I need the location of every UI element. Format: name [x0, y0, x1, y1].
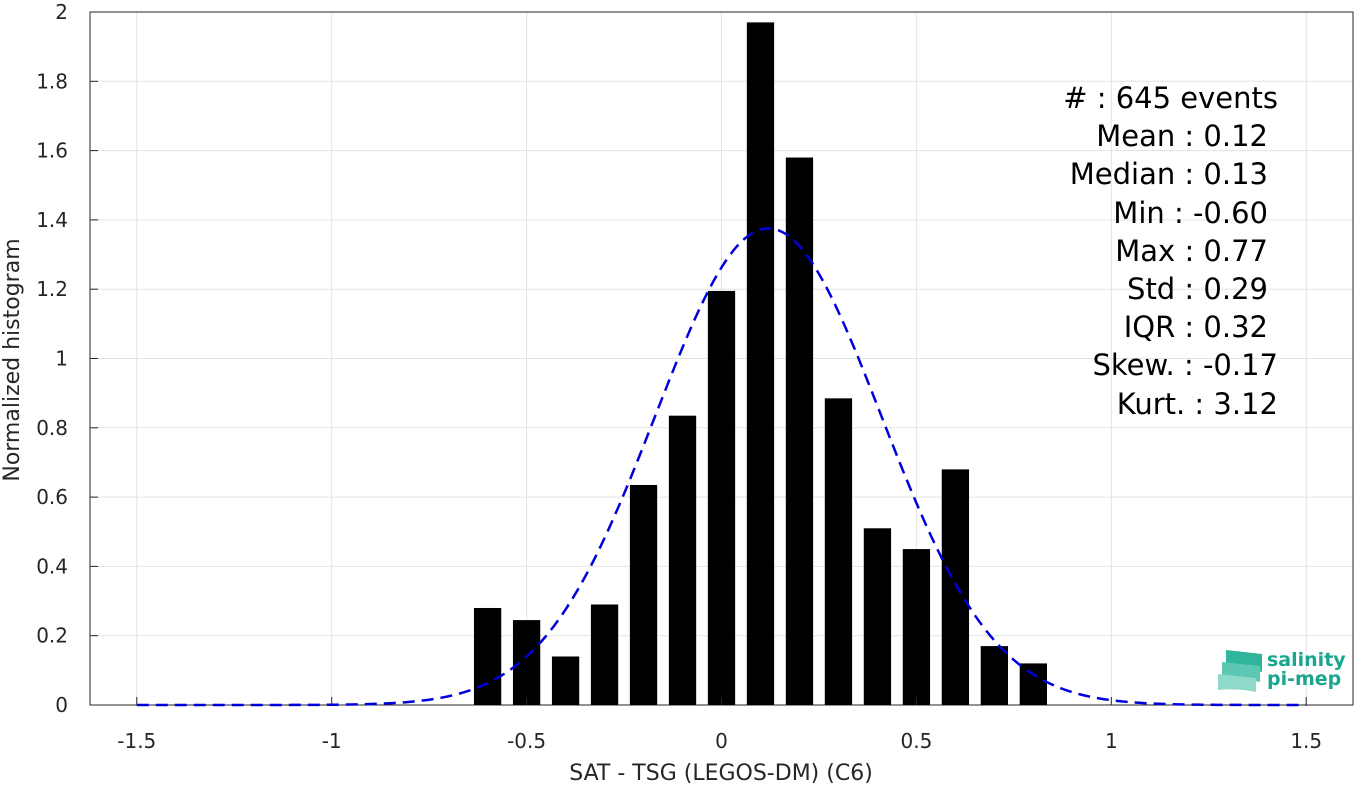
histogram-bar	[551, 656, 580, 705]
y-tick-label: 1.2	[36, 277, 68, 301]
histogram-bar	[668, 415, 697, 705]
x-tick-label: 0	[715, 729, 728, 753]
x-tick-label: 0.5	[901, 729, 933, 753]
y-tick-label: 0.4	[36, 554, 68, 578]
salinity-pimep-logo: salinity pi-mep	[1218, 649, 1346, 692]
histogram-bar	[707, 290, 736, 705]
y-tick-label: 0.6	[36, 485, 68, 509]
y-tick-label: 0.8	[36, 416, 68, 440]
x-tick-label: 1.5	[1290, 729, 1322, 753]
wave-logo-icon	[1218, 650, 1262, 692]
x-tick-label: 1	[1105, 729, 1118, 753]
y-tick-label: 2	[55, 0, 68, 24]
stat-median: Median : 0.13	[1070, 157, 1268, 191]
stat-kurt: Kurt. : 3.12	[1117, 387, 1278, 421]
x-tick-label: -1	[322, 729, 342, 753]
histogram-bar	[980, 646, 1009, 705]
stat-max: Max : 0.77	[1115, 234, 1268, 268]
histogram-bar	[590, 604, 619, 705]
histogram-bar	[512, 620, 541, 705]
stats-box: # : 645 events Mean : 0.12 Median : 0.13…	[1063, 81, 1278, 421]
stat-skew: Skew. : -0.17	[1092, 348, 1278, 382]
histogram-bar	[785, 157, 814, 705]
logo-text-line2: pi-mep	[1267, 668, 1341, 690]
x-axis-label: SAT - TSG (LEGOS-DM) (C6)	[569, 761, 873, 785]
y-axis-ticks: 0 0.2 0.4 0.6 0.8 1 1.2 1.4 1.6 1.8 2	[36, 0, 98, 717]
histogram-bar	[824, 398, 853, 705]
stat-count: # : 645 events	[1063, 81, 1278, 115]
y-axis-label: Normalized histogram	[0, 238, 25, 481]
y-tick-label: 0	[55, 693, 68, 717]
histogram-bar	[629, 484, 658, 705]
y-tick-label: 1.4	[36, 208, 68, 232]
histogram-bar	[902, 549, 931, 705]
y-tick-label: 1.6	[36, 139, 68, 163]
histogram-bar	[473, 607, 502, 705]
logo-text-line1: salinity	[1267, 649, 1346, 671]
x-axis-ticks: -1.5 -1 -0.5 0 0.5 1 1.5	[117, 697, 1322, 753]
histogram-bar	[941, 469, 970, 705]
stat-min: Min : -0.60	[1113, 196, 1268, 230]
y-tick-label: 0.2	[36, 624, 68, 648]
stat-std: Std : 0.29	[1127, 272, 1268, 306]
x-tick-label: -1.5	[117, 729, 156, 753]
y-tick-label: 1	[55, 347, 68, 371]
bar-series	[473, 22, 1047, 705]
x-tick-label: -0.5	[507, 729, 546, 753]
stat-iqr: IQR : 0.32	[1124, 310, 1268, 344]
histogram-bar	[1019, 663, 1047, 705]
histogram-bar	[863, 528, 892, 705]
histogram-bar	[746, 22, 775, 705]
stat-mean: Mean : 0.12	[1096, 119, 1268, 153]
y-tick-label: 1.8	[36, 69, 68, 93]
